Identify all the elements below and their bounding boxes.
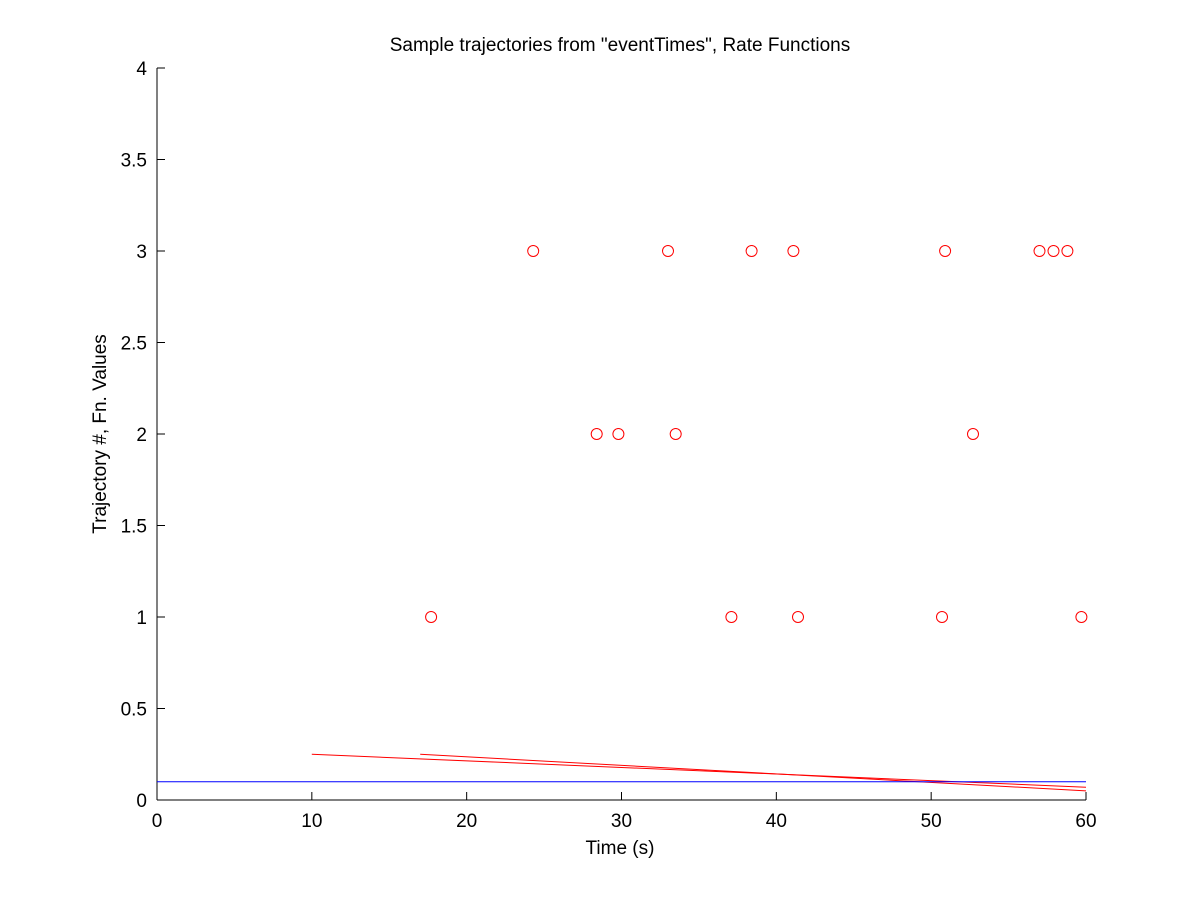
y-tick-label: 3 (136, 242, 147, 263)
x-tick-label: 50 (921, 811, 942, 832)
rate-function-line (420, 753, 1087, 792)
x-axis-title: Time (s) (586, 838, 655, 859)
y-tick-label: 0.5 (121, 700, 147, 721)
event-marker (936, 611, 948, 623)
y-tick-label: 0 (136, 791, 147, 812)
x-tick-label: 60 (1075, 811, 1096, 832)
x-tick-label: 10 (301, 811, 322, 832)
event-marker (792, 611, 804, 623)
y-tick-label: 2.5 (121, 334, 147, 355)
event-marker (1047, 245, 1060, 257)
event-marker (787, 245, 800, 257)
x-tick-label: 20 (456, 811, 477, 832)
event-marker (662, 245, 674, 257)
event-marker (725, 611, 738, 623)
x-tick-label: 30 (611, 811, 632, 832)
event-marker (612, 428, 625, 440)
event-marker (1033, 245, 1046, 257)
y-tick-label: 2 (136, 425, 147, 446)
chart-title: Sample trajectories from "eventTimes", R… (390, 35, 851, 56)
rate-function-line (311, 753, 1087, 788)
event-marker (939, 245, 952, 257)
event-marker (1061, 245, 1074, 257)
x-tick-label: 40 (766, 811, 787, 832)
event-marker (745, 245, 758, 257)
event-marker (1075, 611, 1088, 623)
y-tick-label: 3.5 (121, 151, 147, 172)
event-marker (967, 428, 979, 440)
event-marker (527, 245, 540, 257)
plot-area: 0 10 20 30 40 50 60 0 0.5 1 1.5 2 2.5 3 3.5 4 (121, 59, 1097, 832)
x-tick-label: 0 (152, 811, 163, 832)
y-tick-label: 1.5 (121, 517, 147, 538)
y-tick-label: 4 (136, 59, 147, 80)
event-marker (669, 428, 682, 440)
y-tick-label: 1 (136, 608, 147, 629)
y-axis-title: Trajectory #, Fn. Values (90, 334, 111, 534)
event-marker (590, 428, 603, 440)
event-marker (425, 611, 438, 623)
